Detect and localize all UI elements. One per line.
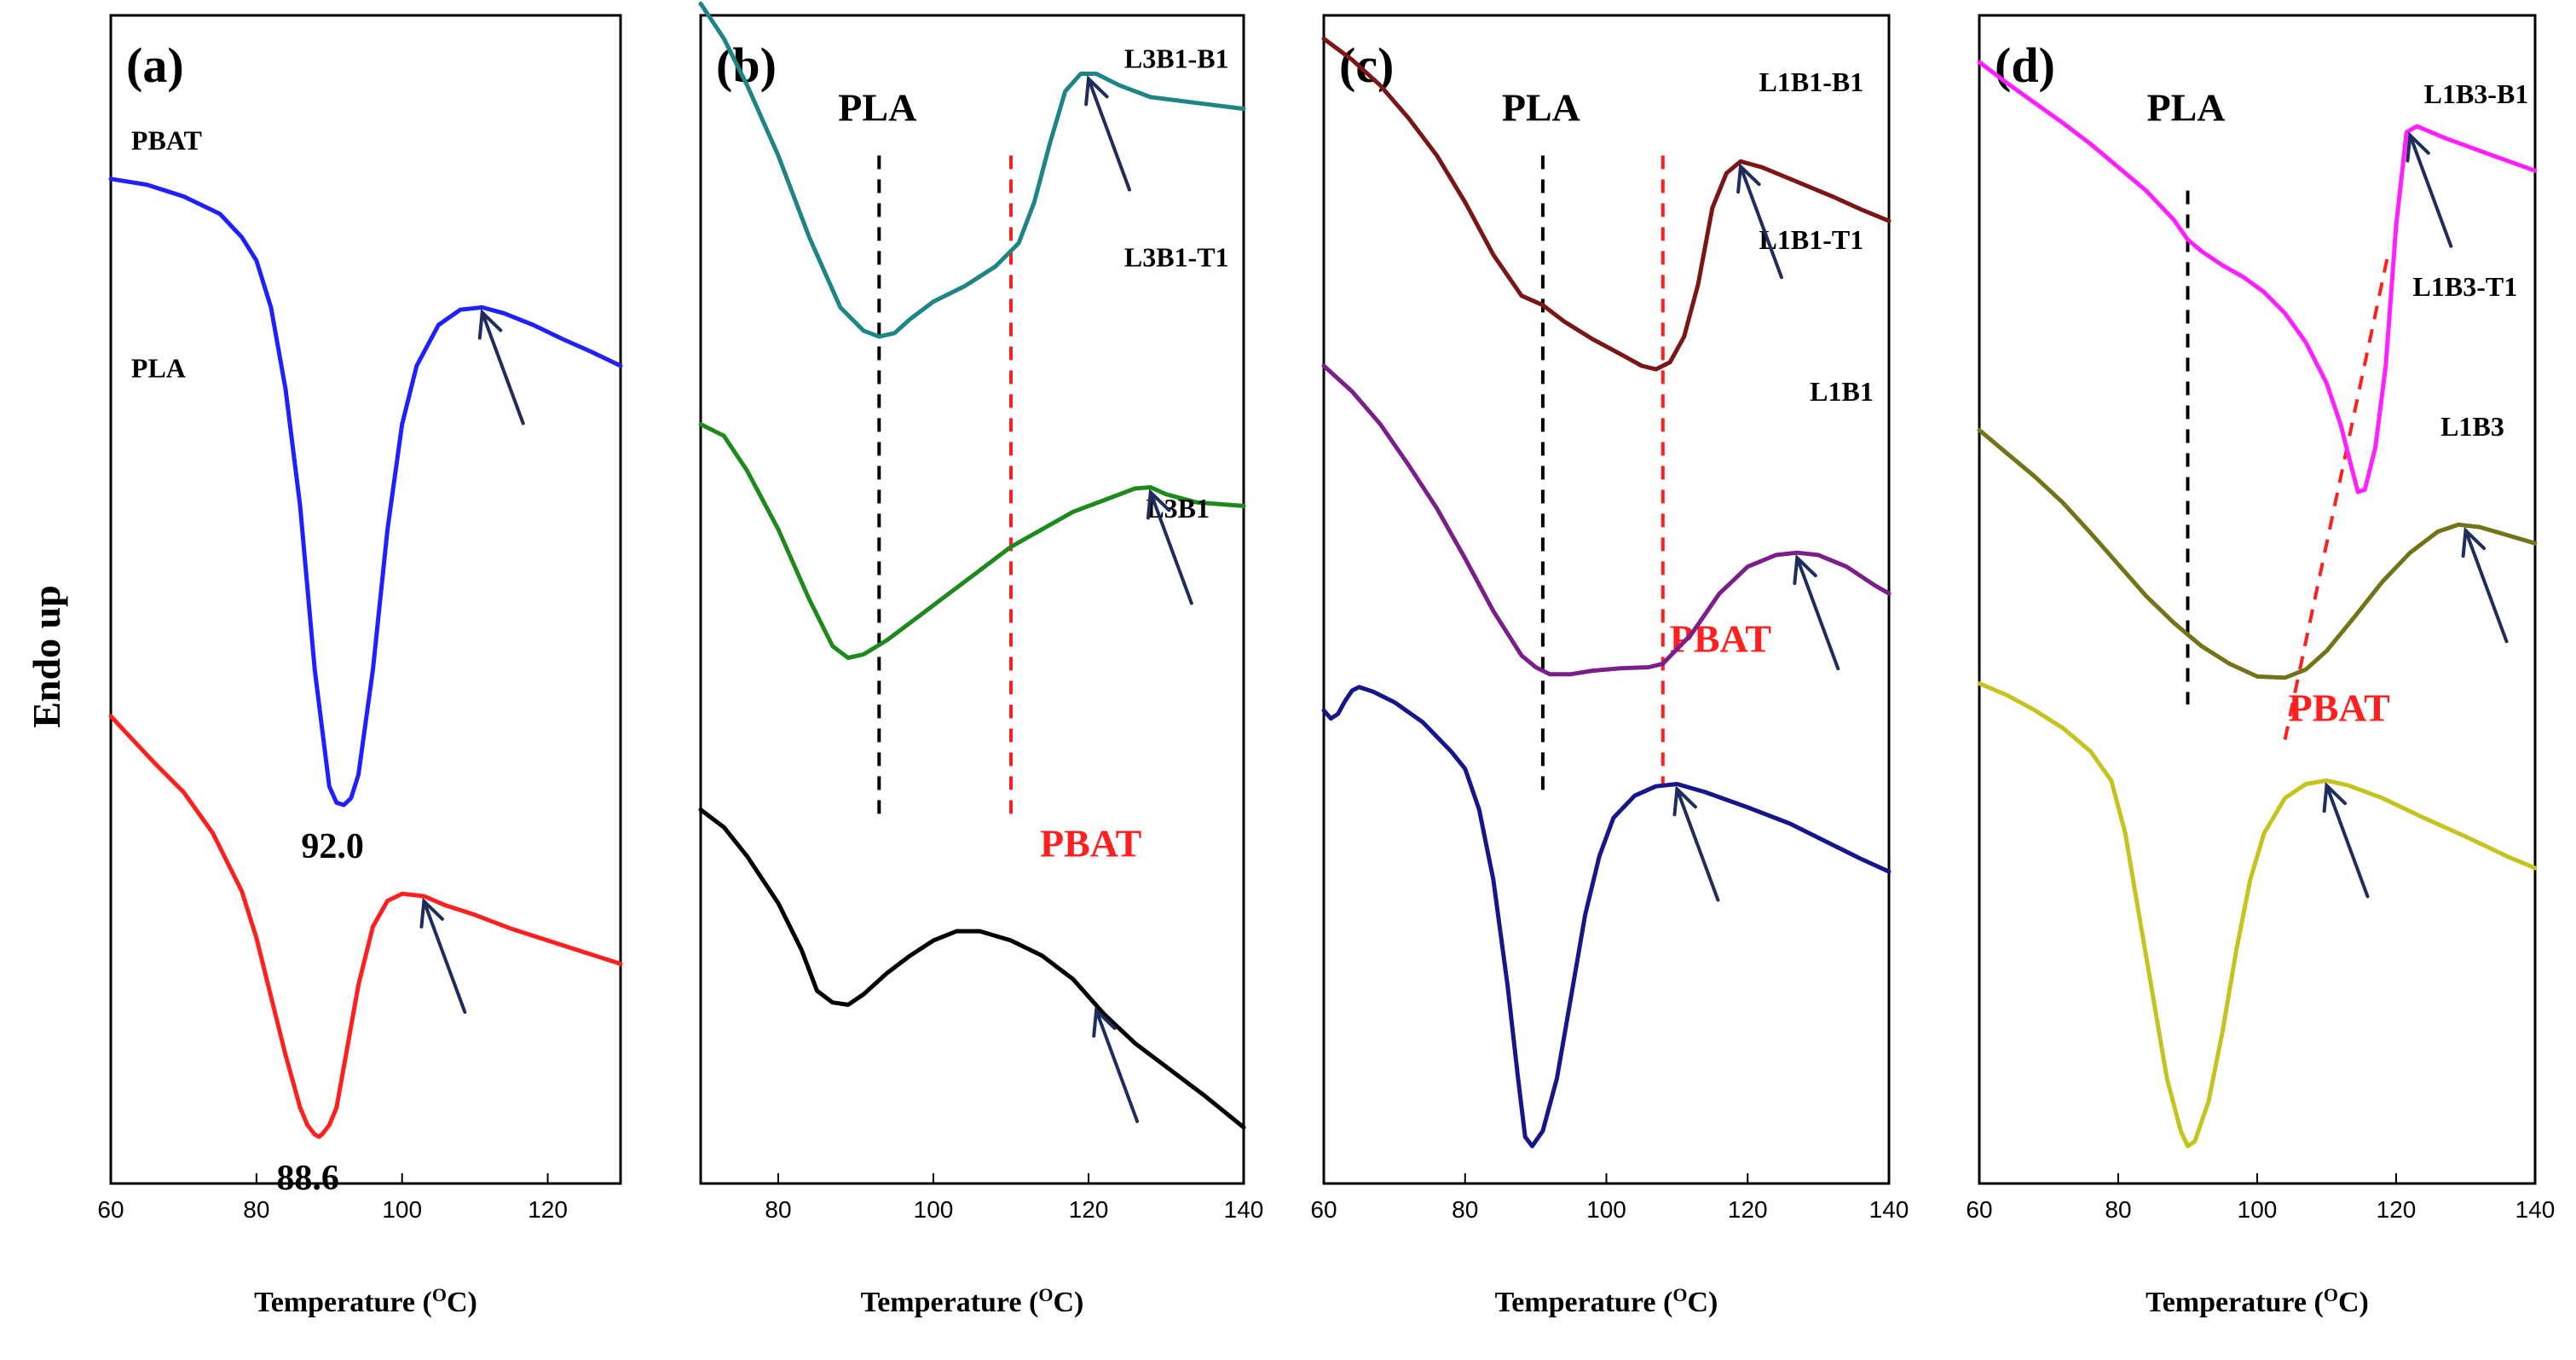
pla-guide-label: PLA [1502, 85, 1580, 129]
x-axis-title-end: C) [2338, 1287, 2369, 1318]
curve-label-l1b3-t1: L1B3-T1 [2413, 271, 2518, 302]
pbat-guide-label: PBAT [1040, 821, 1141, 865]
x-axis-title: Temperature (OC) [1495, 1284, 1718, 1319]
arrow-marker [1738, 165, 1783, 280]
x-tick-label: 60 [97, 1196, 124, 1223]
x-tick-label: 80 [2105, 1196, 2131, 1223]
x-axis-title: Temperature (OC) [861, 1284, 1084, 1319]
arrow-head [1793, 553, 1817, 586]
panel-label: (c) [1339, 38, 1394, 93]
curve-label-l3b1-t1: L3B1-T1 [1124, 242, 1229, 273]
pbat-guide-label: PBAT [2289, 686, 2390, 729]
x-tick-label: 100 [1586, 1196, 1626, 1223]
curve-l3b1-t1 [698, 422, 1246, 660]
curve-l1b3 [1977, 681, 2538, 1149]
x-tick-label: 120 [1069, 1196, 1109, 1223]
curve-label-l3b1-b1: L3B1-B1 [1124, 43, 1229, 74]
x-tick-label: 120 [1728, 1196, 1768, 1223]
arrow-head [1672, 785, 1697, 817]
y-axis-title: Endo up [25, 585, 68, 728]
curve-l1b1-b1 [1321, 36, 1892, 372]
panel-label: (d) [1995, 38, 2055, 93]
x-tick-label: 140 [2515, 1196, 2556, 1223]
x-axis-title-sup: O [432, 1284, 447, 1305]
x-tick-label: 80 [1452, 1196, 1478, 1223]
curve-pbat [108, 177, 623, 807]
x-tick-label: 140 [1869, 1196, 1909, 1223]
curve-l1b1-t1 [1321, 363, 1892, 677]
arrow-marker [1087, 77, 1131, 192]
peak-label-pbat: 92.0 [301, 827, 364, 866]
chart-panel-4: 60 80 100 120 140 Temperature (OC) (d) PLA PBAT L… [1966, 14, 2556, 1319]
x-axis-title-sup: O [1672, 1284, 1687, 1305]
arrow-marker [2325, 784, 2370, 899]
x-axis-title-main: Temperature ( [254, 1287, 432, 1318]
x-axis-title-sup: O [1038, 1284, 1053, 1305]
plot-frame [1322, 14, 1891, 1185]
arrow-marker [2463, 529, 2509, 644]
arrow-marker [1675, 787, 1720, 902]
arrow-marker [2408, 133, 2453, 248]
pla-guide-label: PLA [2147, 85, 2226, 129]
pla-guide-label: PLA [838, 85, 916, 129]
plot-frame [699, 14, 1245, 1185]
arrow-head [1092, 1006, 1117, 1038]
arrow-marker [422, 899, 467, 1014]
x-tick-label: 140 [1224, 1196, 1264, 1223]
curve-label-l1b1-t1: L1B1-T1 [1759, 224, 1864, 255]
arrow-head [1146, 489, 1171, 520]
curve-label-l1b3-b1: L1B3-B1 [2424, 78, 2529, 109]
curve-label-l1b1-b1: L1B1-B1 [1759, 67, 1864, 97]
x-tick-label: 100 [914, 1196, 954, 1223]
arrow-head [2461, 526, 2486, 558]
arrow-head [477, 309, 503, 340]
x-axis-title-end: C) [447, 1287, 477, 1318]
x-tick-label: 120 [2377, 1196, 2417, 1223]
x-tick-label: 100 [382, 1196, 422, 1223]
curve-l3b1-b1 [698, 1, 1246, 339]
arrow-head [1736, 162, 1761, 194]
curve-pla [108, 714, 623, 1139]
arrow-marker [1148, 490, 1193, 605]
arrow-marker [1095, 1009, 1140, 1124]
x-tick-label: 60 [1966, 1196, 1992, 1223]
curve-label-l1b3: L1B3 [2440, 411, 2504, 442]
arrow-marker [1795, 556, 1840, 671]
x-tick-label: 80 [765, 1196, 791, 1223]
x-axis-title-main: Temperature ( [861, 1287, 1039, 1318]
peak-label-pla: 88.6 [276, 1159, 339, 1198]
x-axis-title: Temperature (OC) [2146, 1284, 2369, 1319]
curve-label-pla: PLA [131, 353, 186, 384]
x-axis-title: Temperature (OC) [254, 1284, 477, 1319]
arrow-marker [480, 310, 525, 425]
curve-l1b3-t1 [1977, 427, 2538, 680]
plot-frame [109, 14, 622, 1185]
curve-l3b1 [698, 807, 1246, 1130]
chart-panel-1: 60 80 100 120 Temperature (OC) (a) PBAT PLA 92.0… [97, 14, 623, 1319]
arrow-head [419, 897, 444, 929]
x-tick-label: 120 [528, 1196, 568, 1223]
arrow-head [1084, 75, 1109, 107]
panel-label: (a) [126, 38, 184, 93]
x-axis-title-end: C) [1687, 1287, 1718, 1318]
plot-frame [1978, 14, 2537, 1185]
x-tick-label: 100 [2238, 1196, 2278, 1223]
x-axis-title-main: Temperature ( [2146, 1287, 2324, 1318]
x-axis-title-sup: O [2324, 1284, 2338, 1305]
x-tick-label: 60 [1310, 1196, 1337, 1223]
arrow-head [2322, 782, 2348, 813]
curve-label-pbat: PBAT [131, 125, 202, 156]
curve-l1b3-b1 [1977, 60, 2538, 495]
pbat-guide-line [2283, 248, 2391, 740]
curve-label-l1b1: L1B1 [1810, 376, 1874, 407]
x-axis-title-main: Temperature ( [1495, 1287, 1673, 1318]
arrow-head [2406, 131, 2430, 163]
curve-l1b1 [1321, 685, 1892, 1149]
x-axis-title-end: C) [1053, 1287, 1083, 1318]
x-tick-label: 80 [243, 1196, 269, 1223]
